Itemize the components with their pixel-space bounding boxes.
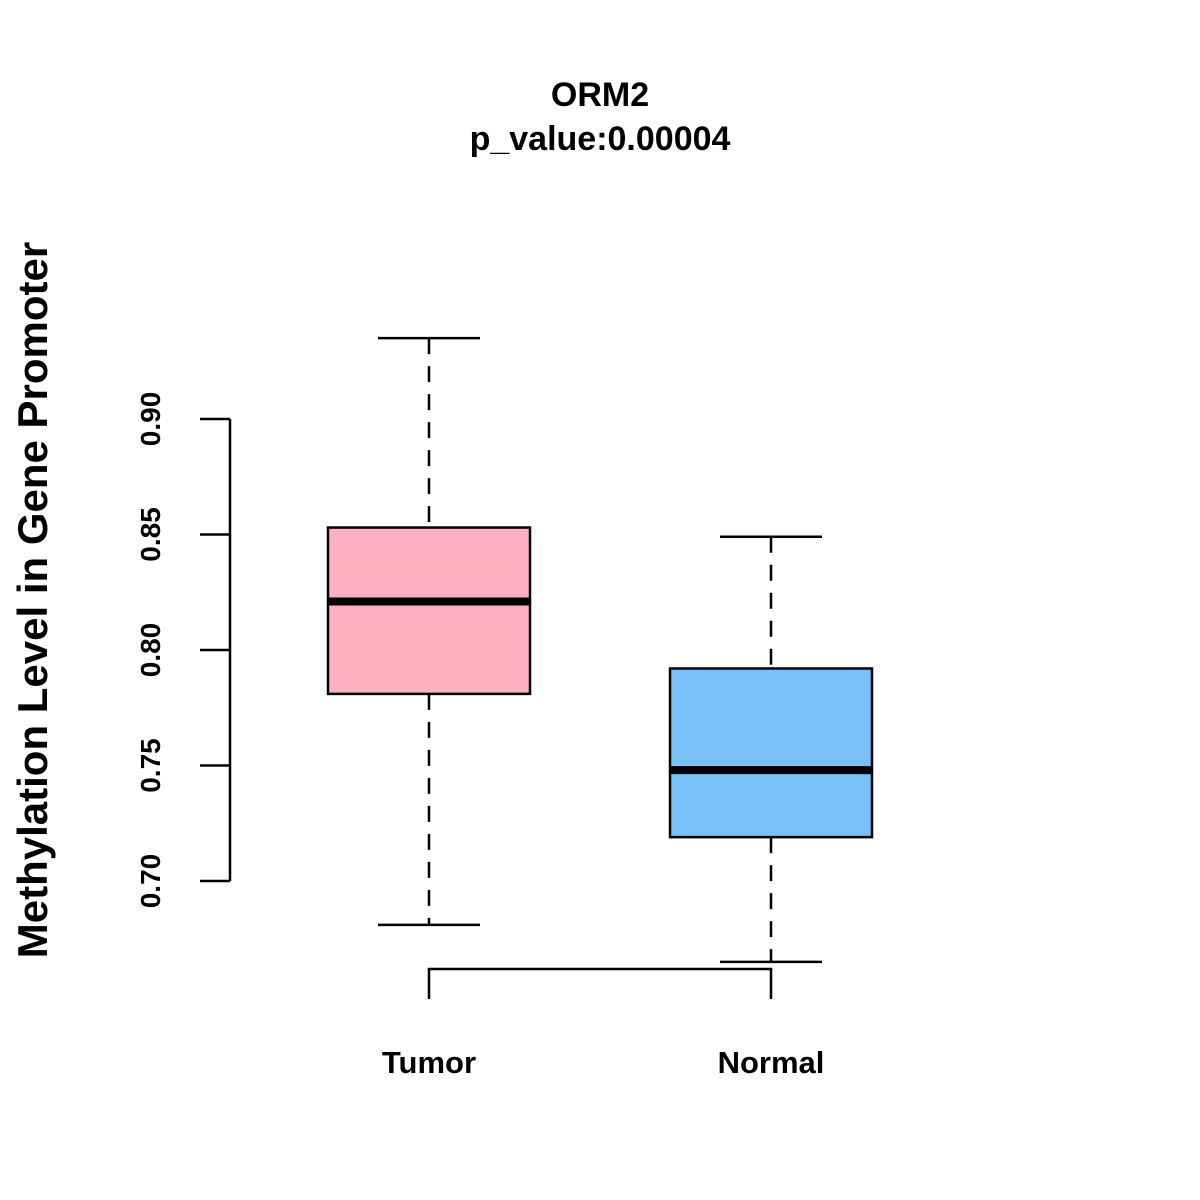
x-axis-labels: Tumor Normal — [382, 1045, 824, 1080]
box-tumor — [328, 338, 530, 925]
x-label-normal: Normal — [718, 1045, 825, 1080]
boxplot-chart: ORM2 p_value:0.00004 Methylation Level i… — [0, 0, 1200, 1200]
y-axis: 0.70 0.75 0.80 0.85 0.90 — [135, 392, 230, 909]
y-tick-label: 0.85 — [135, 507, 166, 562]
x-label-tumor: Tumor — [382, 1045, 476, 1080]
chart-title: ORM2 — [551, 76, 649, 114]
y-tick-label: 0.90 — [135, 392, 166, 447]
y-tick-label: 0.80 — [135, 623, 166, 678]
iqr-box — [328, 528, 530, 694]
chart-subtitle: p_value:0.00004 — [470, 120, 731, 158]
boxes — [328, 338, 872, 962]
y-tick-label: 0.75 — [135, 738, 166, 793]
bracket-line — [429, 969, 771, 999]
y-tick-label: 0.70 — [135, 854, 166, 909]
comparison-bracket — [429, 969, 771, 999]
iqr-box — [670, 668, 872, 837]
y-axis-label: Methylation Level in Gene Promoter — [9, 242, 56, 958]
box-normal — [670, 537, 872, 962]
